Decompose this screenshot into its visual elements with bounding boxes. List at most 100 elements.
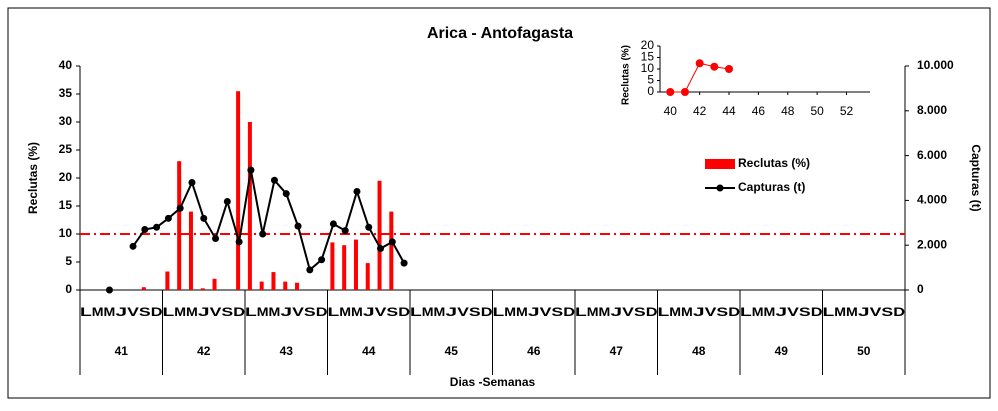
x-tick-label: L [80,305,92,319]
y2-tick-label: 4.000 [917,193,947,207]
bar [259,281,264,290]
inset-y-axis-label: Reclutas (%) [621,45,632,105]
x-tick-label: D [563,305,575,319]
inset-x-tick-label: 52 [840,104,854,118]
inset-x-tick-label: 50 [810,104,824,118]
x-tick-label: J [610,305,622,319]
y2-axis-label: Capturas (t) [969,144,983,211]
x-tick-label: V [540,305,552,319]
x-tick-label: V [870,305,882,319]
week-label: 45 [445,344,459,358]
x-tick-label: S [221,305,233,319]
point [306,266,314,274]
x-tick-label: M [269,305,281,319]
x-tick-label: M [422,305,434,319]
bar [342,245,347,290]
point [318,256,326,264]
point [377,245,385,253]
x-tick-label: J [445,305,457,319]
x-tick-label: S [551,305,563,319]
legend-swatch [705,159,735,169]
x-tick-label: D [481,305,493,319]
y-tick-label: 25 [59,142,73,156]
week-label: 46 [527,344,541,358]
point [200,214,208,222]
y2-tick-label: 6.000 [917,148,947,162]
x-tick-label: M [846,305,858,319]
x-tick-label: M [174,305,186,319]
point [235,238,243,246]
y2-tick-label: 2.000 [917,237,947,251]
week-label: 50 [857,344,871,358]
week-label: 44 [362,344,376,358]
bar [330,242,335,290]
week-label: 43 [280,344,294,358]
legend-marker [716,184,724,192]
bar [247,122,252,290]
x-tick-label: M [669,305,681,319]
bar [389,211,394,290]
point [212,234,220,242]
point [329,220,337,228]
bar [377,180,382,290]
inset-x-tick-label: 48 [781,104,795,118]
x-tick-label: S [139,305,151,319]
x-tick-label: L [575,305,587,319]
x-tick-label: J [115,305,127,319]
point [341,227,349,235]
x-tick-label: L [410,305,422,319]
x-tick-label: D [811,305,823,319]
inset-point [725,65,734,73]
bar [236,91,241,290]
x-tick-label: L [658,305,670,319]
point [188,178,196,186]
x-tick-label: L [245,305,257,319]
x-tick-label: D [893,305,905,319]
bar [295,282,300,290]
x-tick-label: J [775,305,787,319]
x-tick-label: S [634,305,646,319]
point [294,222,302,230]
inset-x-tick-label: 42 [693,104,707,118]
x-tick-label: M [681,305,693,319]
x-tick-label: L [823,305,835,319]
legend-label: Capturas (t) [738,180,805,194]
inset-x-tick-label: 44 [722,104,736,118]
y-tick-label: 30 [59,114,73,128]
bar [212,278,217,290]
point [353,187,361,195]
inset-point [666,88,675,96]
bar [200,288,205,290]
point [176,204,184,212]
point [141,226,149,234]
x-tick-label: M [434,305,446,319]
point [153,223,161,231]
bar [353,239,358,290]
x-tick-label: S [469,305,481,319]
inset-x-tick-label: 46 [752,104,766,118]
y2-tick-label: 10.000 [917,58,954,72]
y2-tick-label: 0 [917,282,924,296]
inset-y-tick-label: 0 [647,84,654,98]
x-tick-label: L [493,305,505,319]
point [129,242,137,250]
y-tick-label: 40 [59,58,73,72]
x-tick-label: J [693,305,705,319]
x-tick-label: S [304,305,316,319]
x-tick-label: D [233,305,245,319]
bar [188,211,193,290]
point [282,190,290,198]
week-label: 42 [197,344,211,358]
chart-border [7,7,991,399]
x-tick-label: M [92,305,104,319]
x-tick-label: D [646,305,658,319]
x-tick-label: V [375,305,387,319]
x-tick-label: L [163,305,175,319]
y-axis-label: Reclutas (%) [26,142,40,214]
y-tick-label: 20 [59,170,73,184]
x-tick-label: V [127,305,139,319]
x-tick-label: V [787,305,799,319]
point [223,198,231,206]
bar [271,272,276,290]
x-tick-label: L [328,305,340,319]
